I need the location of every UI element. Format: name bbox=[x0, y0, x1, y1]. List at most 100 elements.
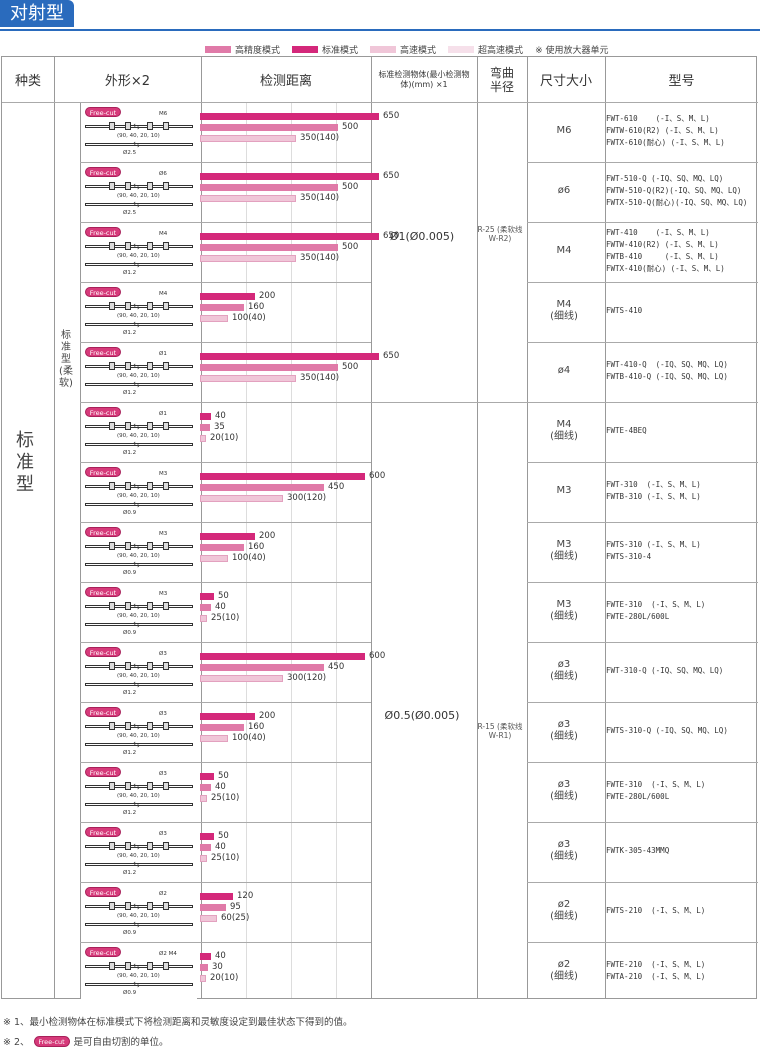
bar-fast bbox=[200, 135, 296, 142]
bar-value-label: 650 bbox=[383, 111, 400, 121]
row-rule bbox=[80, 342, 201, 343]
bar-value-label: 450 bbox=[328, 482, 345, 492]
bar-standard bbox=[200, 293, 255, 300]
fiber-connector bbox=[147, 542, 153, 550]
model-cell: FWTE-210 (-I、S、M、L) FWTA-210 (-I、S、M、L) bbox=[606, 960, 706, 981]
bar-precision bbox=[200, 904, 226, 911]
spec-table: 种类 外形×2 检测距离 标准检测物体(最小检测物体)(mm) ×1 弯曲半径 … bbox=[1, 56, 758, 999]
fiber-cable bbox=[85, 965, 193, 968]
bar-fast bbox=[200, 195, 296, 202]
direction-arrow: ⇆ bbox=[133, 302, 140, 311]
header-bend: 弯曲半径 bbox=[489, 65, 514, 94]
row-rule bbox=[527, 762, 758, 763]
bar-value-label: 300(120) bbox=[287, 493, 327, 503]
direction-arrow: ⇆ bbox=[133, 560, 140, 569]
column-divider bbox=[54, 57, 55, 998]
column-divider bbox=[527, 57, 528, 998]
bar-value-label: 95 bbox=[230, 902, 241, 912]
fiber-connector bbox=[109, 242, 115, 250]
bar-value-label: 20(10) bbox=[210, 433, 239, 443]
free-cut-badge: Free-cut bbox=[85, 347, 121, 357]
thread-label: Ø1 bbox=[159, 411, 167, 417]
bar-value-label: 30 bbox=[212, 962, 223, 972]
category-sub: 标准型(柔软) bbox=[59, 330, 73, 389]
row-rule bbox=[201, 762, 371, 763]
size-cell: ø2 (细线) bbox=[550, 899, 578, 922]
footnote-2: ※ 2、 Free-cut 是可自由切割的单位。 bbox=[3, 1034, 169, 1048]
fiber-connector bbox=[109, 782, 115, 790]
row-rule bbox=[80, 702, 201, 703]
diameter-label: Ø1.2 bbox=[123, 690, 137, 696]
bar-value-label: 650 bbox=[383, 351, 400, 361]
model-cell: FWTE-310 (-I、S、M、L) FWTE-280L/600L bbox=[606, 600, 706, 621]
bar-fast bbox=[200, 795, 207, 802]
fiber-connector bbox=[163, 902, 169, 910]
row-rule bbox=[527, 582, 758, 583]
dimension-label: (90, 40, 20, 10) bbox=[117, 493, 160, 499]
fiber-connector bbox=[163, 602, 169, 610]
row-rule bbox=[527, 222, 758, 223]
fiber-connector bbox=[163, 662, 169, 670]
size-cell: ø3 (细线) bbox=[550, 659, 578, 682]
fiber-connector bbox=[125, 302, 131, 310]
bar-precision bbox=[200, 604, 211, 611]
bar-fast bbox=[200, 495, 283, 502]
thread-label: Ø6 bbox=[159, 171, 167, 177]
legend-label: 超高速模式 bbox=[478, 46, 524, 56]
direction-arrow: ⇆ bbox=[133, 860, 140, 869]
title-divider bbox=[0, 29, 760, 31]
fiber-shape-drawing: Free-cut Ø3 ⇆ (90, 40, 20, 10) ⇆ Ø1.2 bbox=[81, 763, 197, 819]
diameter-label: Ø1.2 bbox=[123, 810, 137, 816]
direction-arrow: ⇆ bbox=[133, 962, 140, 971]
row-rule bbox=[80, 762, 201, 763]
size-cell: M4 (细线) bbox=[550, 299, 578, 322]
bar-precision bbox=[200, 484, 324, 491]
thread-label: M6 bbox=[159, 111, 168, 117]
bar-standard bbox=[200, 833, 214, 840]
fiber-cable bbox=[85, 443, 193, 446]
fiber-shape-drawing: Free-cut Ø3 ⇆ (90, 40, 20, 10) ⇆ Ø1.2 bbox=[81, 823, 197, 879]
bar-precision bbox=[200, 784, 211, 791]
direction-arrow: ⇆ bbox=[133, 380, 140, 389]
fiber-connector bbox=[147, 182, 153, 190]
fiber-connector bbox=[125, 242, 131, 250]
bar-value-label: 160 bbox=[248, 542, 265, 552]
legend-note: ※ 使用放大器单元 bbox=[535, 46, 609, 56]
thread-label: Ø3 bbox=[159, 651, 167, 657]
dimension-label: (90, 40, 20, 10) bbox=[117, 973, 160, 979]
legend-item-precision: 高精度模式 bbox=[205, 43, 280, 56]
row-rule bbox=[201, 162, 371, 163]
bar-fast bbox=[200, 255, 296, 262]
fiber-connector bbox=[125, 842, 131, 850]
fiber-connector bbox=[163, 242, 169, 250]
thread-label: Ø1 bbox=[159, 351, 167, 357]
distance-gridline bbox=[291, 102, 292, 998]
fiber-connector bbox=[147, 782, 153, 790]
fiber-cable bbox=[85, 563, 193, 566]
diameter-label: Ø2.5 bbox=[123, 210, 137, 216]
fiber-connector bbox=[109, 362, 115, 370]
model-cell: FWTE-4BEQ bbox=[606, 426, 647, 435]
thread-label: M4 bbox=[159, 231, 168, 237]
bar-value-label: 350(140) bbox=[300, 133, 340, 143]
bar-fast bbox=[200, 915, 217, 922]
size-cell: M4 (细线) bbox=[550, 419, 578, 442]
fiber-connector bbox=[147, 662, 153, 670]
bar-value-label: 600 bbox=[369, 471, 386, 481]
group-rule bbox=[371, 402, 527, 403]
bar-value-label: 350(140) bbox=[300, 253, 340, 263]
fiber-cable bbox=[85, 263, 193, 266]
fiber-connector bbox=[163, 722, 169, 730]
diameter-label: Ø0.9 bbox=[123, 990, 137, 996]
distance-gridline bbox=[336, 102, 337, 998]
model-cell: FWTS-410 bbox=[606, 306, 643, 315]
diameter-label: Ø1.2 bbox=[123, 450, 137, 456]
bar-value-label: 500 bbox=[342, 122, 359, 132]
dimension-label: (90, 40, 20, 10) bbox=[117, 793, 160, 799]
row-rule bbox=[80, 642, 201, 643]
fiber-shape-drawing: Free-cut Ø6 ⇆ (90, 40, 20, 10) ⇆ Ø2.5 bbox=[81, 163, 197, 219]
column-divider bbox=[477, 57, 478, 998]
bar-value-label: 350(140) bbox=[300, 193, 340, 203]
row-rule bbox=[527, 882, 758, 883]
bar-value-label: 300(120) bbox=[287, 673, 327, 683]
